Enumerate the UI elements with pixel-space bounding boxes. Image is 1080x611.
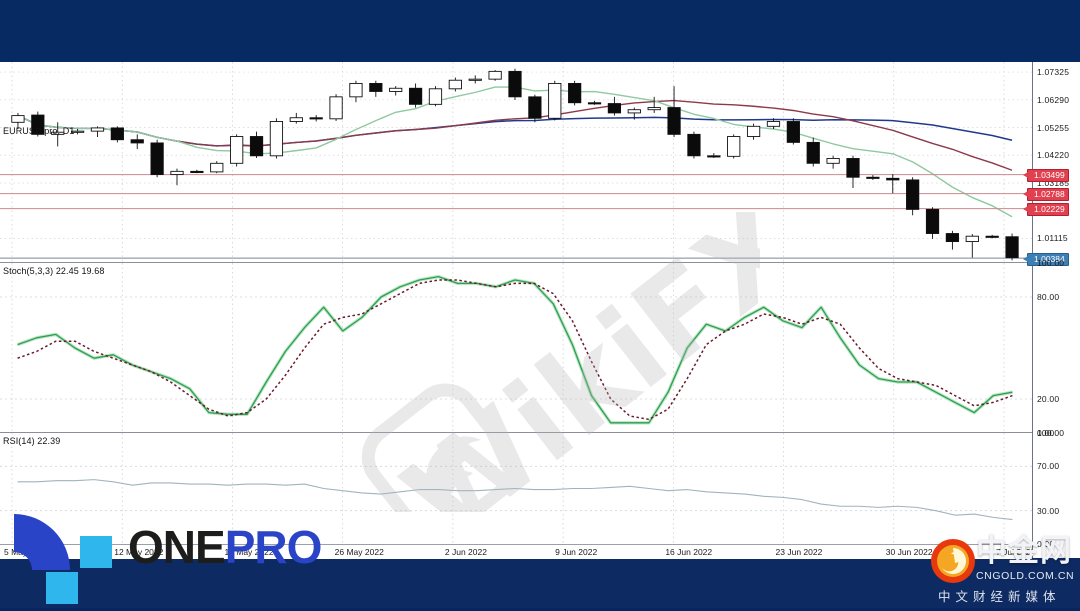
price-axis-label-3: 1.04220 xyxy=(1037,150,1070,161)
rsi-pane[interactable] xyxy=(0,433,1032,544)
stoch-axis-label-2: 20.00 xyxy=(1037,394,1060,404)
chart-area[interactable]: EURUSD.pro, D1 Stoch(5,3,3) 22.45 19.68 … xyxy=(0,62,1080,604)
date-axis-label-4: 2 Jun 2022 xyxy=(444,547,487,557)
date-axis-label-2: 19 May 2022 xyxy=(224,547,274,557)
price-pane[interactable] xyxy=(0,62,1032,263)
price-level-tag-1[interactable]: 1.02788 xyxy=(1023,188,1069,202)
date-axis-label-0: 5 May 2022 xyxy=(4,547,49,557)
stoch-axis-label-3: 0.00 xyxy=(1037,428,1055,438)
bottom-navy-band xyxy=(0,558,1080,608)
pane-divider-2 xyxy=(0,432,1080,433)
rsi-axis-label-0: 100.00 xyxy=(1037,428,1065,438)
date-axis-label-7: 23 Jun 2022 xyxy=(775,547,823,557)
price-level-tag-2[interactable]: 1.02229 xyxy=(1023,203,1069,217)
date-axis-label-1: 12 May 2022 xyxy=(114,547,164,557)
price-axis-label-0: 1.07325 xyxy=(1037,67,1070,78)
rsi-axis-label-1: 70.00 xyxy=(1037,461,1060,472)
stoch-axis-label-1: 80.00 xyxy=(1037,292,1060,302)
date-axis-label-3: 26 May 2022 xyxy=(334,547,384,557)
stochastic-pane[interactable] xyxy=(0,263,1032,433)
stochastic-pane-caption: Stoch(5,3,3) 22.45 19.68 xyxy=(3,266,105,276)
rsi-axis-label-3: 0.00 xyxy=(1037,539,1055,549)
price-level-tag-3[interactable]: 1.00384 xyxy=(1023,252,1069,266)
price-axis-label-4: 1.03185 xyxy=(1037,178,1070,188)
price-level-tag-0[interactable]: 1.03499 xyxy=(1023,169,1069,183)
rsi-pane-caption: RSI(14) 22.39 xyxy=(3,436,61,446)
rsi-axis-label-2: 30.00 xyxy=(1037,505,1060,516)
date-axis-label-6: 16 Jun 2022 xyxy=(665,547,713,557)
date-axis-label-8: 30 Jun 2022 xyxy=(885,547,933,557)
rsi-chart-svg xyxy=(0,433,1032,544)
stochastic-chart-svg xyxy=(0,263,1032,433)
price-axis-label-1: 1.06290 xyxy=(1037,94,1070,105)
date-axis-label-5: 9 Jun 2022 xyxy=(555,547,598,557)
date-axis[interactable]: 5 May 2022 12 May 2022 19 May 2022 26 May 2… xyxy=(0,544,1036,559)
price-chart-svg xyxy=(0,62,1032,263)
pane-divider-1 xyxy=(0,262,1080,263)
stoch-axis-label-0: 100.00 xyxy=(1037,258,1065,268)
price-axis-label-2: 1.05255 xyxy=(1037,122,1070,133)
date-axis-label-9: 7 Jul 2022 xyxy=(996,547,1036,557)
price-axis[interactable]: 1.07325 1.06290 1.05255 1.04220 1.03185 1.011… xyxy=(1023,62,1080,558)
top-navy-band xyxy=(0,0,1080,62)
price-axis-label-5: 1.01115 xyxy=(1037,233,1068,244)
price-pane-caption: EURUSD.pro, D1 xyxy=(3,126,75,136)
